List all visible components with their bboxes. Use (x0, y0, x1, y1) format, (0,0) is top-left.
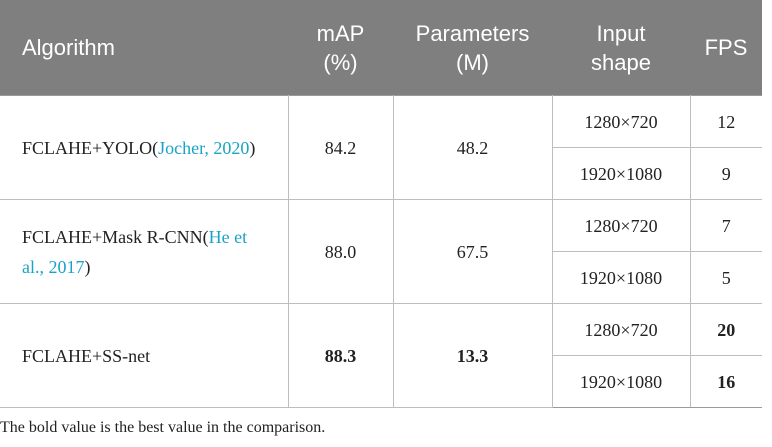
table-row: 1920×1080 16 (0, 355, 762, 408)
comparison-table: Algorithm mAP (%) Parameters (M) Input shape FP… (0, 0, 762, 408)
map-cell: 84.2 (287, 95, 394, 200)
header-cell: Input shape (552, 0, 690, 96)
header-text: FPS (704, 35, 748, 60)
table-row: FCLAHE+Mask R-CNN(He et al., 2017) 88.0 67… (0, 199, 762, 304)
header-text: (%) (323, 49, 358, 75)
fps-cell: 20 (689, 303, 762, 356)
map-cell: 88.3 (287, 303, 394, 408)
header-text: Algorithm (22, 35, 115, 60)
input-shape-cell: 1920×1080 (551, 355, 691, 408)
table-row: 1920×1080 9 (0, 147, 762, 200)
fps-cell: 9 (689, 147, 762, 200)
header-cell: mAP (%) (288, 0, 393, 96)
algorithm-text: FCLAHE+YOLO( (22, 137, 159, 158)
map-cell: 88.0 (287, 199, 394, 304)
header-text: Input (596, 20, 646, 46)
header-text: shape (591, 49, 651, 75)
header-row: Algorithm mAP (%) Parameters (M) Input shape FP… (0, 0, 762, 96)
citation-link[interactable]: Jocher, 2020 (158, 137, 250, 158)
parameters-cell: 48.2 (392, 95, 553, 200)
header-text: mAP (316, 20, 365, 46)
input-shape-cell: 1280×720 (551, 199, 691, 252)
algorithm-cell: FCLAHE+SS-net (0, 303, 289, 408)
header-text: (M) (456, 49, 489, 75)
parameters-cell: 67.5 (392, 199, 553, 304)
algorithm-text: FCLAHE+Mask R-CNN( (22, 226, 209, 247)
header-text: Parameters (415, 20, 530, 46)
citation-link[interactable]: He et al., 2017 (22, 226, 248, 277)
fps-cell: 5 (689, 251, 762, 304)
header-cell: Parameters (M) (393, 0, 552, 96)
table-row: FCLAHE+YOLO(Jocher, 2020) 84.2 48.2 1280×72… (0, 95, 762, 200)
fps-cell: 7 (689, 199, 762, 252)
input-shape-cell: 1920×1080 (551, 251, 691, 304)
table-row: 1920×1080 5 (0, 251, 762, 304)
fps-cell: 16 (689, 355, 762, 408)
algorithm-text: ) (249, 137, 256, 158)
table-row: FCLAHE+SS-net 88.3 13.3 1280×720 20 (0, 303, 762, 408)
footnote: The bold value is the best value in the … (0, 419, 326, 436)
input-shape-cell: 1280×720 (551, 95, 691, 148)
input-shape-cell: 1920×1080 (551, 147, 691, 200)
algorithm-cell: FCLAHE+YOLO(Jocher, 2020) (0, 95, 289, 200)
header-cell: FPS (690, 0, 762, 96)
fps-cell: 12 (689, 95, 762, 148)
algorithm-cell: FCLAHE+Mask R-CNN(He et al., 2017) (0, 199, 289, 304)
input-shape-cell: 1280×720 (551, 303, 691, 356)
algorithm-text: FCLAHE+SS-net (22, 345, 151, 366)
parameters-cell: 13.3 (392, 303, 553, 408)
header-cell: Algorithm (0, 0, 288, 96)
table-body: FCLAHE+YOLO(Jocher, 2020) 84.2 48.2 1280×72… (0, 95, 762, 408)
algorithm-text: ) (84, 256, 91, 277)
